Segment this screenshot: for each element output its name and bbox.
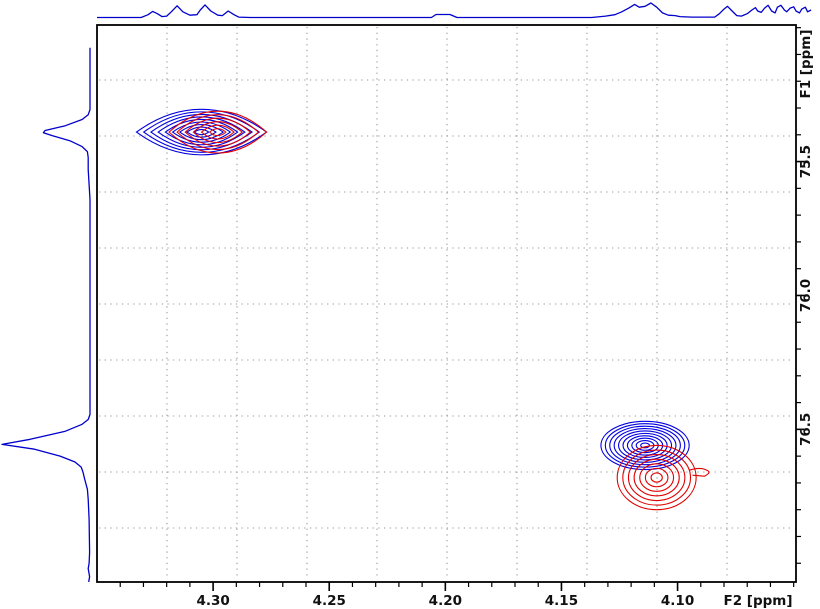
f2-projection-trace: [97, 2, 812, 19]
contour-line: [633, 458, 680, 497]
f1-projection-trace: [1, 47, 91, 583]
f2-tick-label: 4.25: [313, 593, 346, 609]
contour-line: [618, 430, 673, 461]
contour-line: [604, 423, 686, 468]
f2-tick-label: 4.30: [196, 593, 229, 609]
contour-line: [186, 126, 217, 138]
f1-tick-label: 76.0: [798, 279, 814, 312]
contour-line: [192, 121, 243, 144]
contour-line: [609, 425, 681, 466]
contour-line: [176, 114, 260, 151]
contour-line: [616, 444, 697, 511]
contour-line: [644, 467, 669, 488]
f2-tick-label: 4.10: [661, 593, 694, 609]
plot-frame: [96, 24, 797, 583]
contour-line: [193, 129, 210, 136]
f1-tick-label: 75.5: [798, 145, 814, 178]
contour-line: [627, 454, 686, 502]
contour-line: [208, 128, 227, 137]
contour-line: [622, 449, 692, 506]
f1-tick-label: 76.5: [798, 413, 814, 446]
peak-2-blue: [600, 420, 690, 471]
contour-line: [168, 110, 268, 154]
contour-line: [171, 121, 232, 143]
peak-2-red: [616, 444, 710, 511]
f2-tick-label: 4.20: [429, 593, 462, 609]
f2-tick-label: 4.15: [545, 593, 578, 609]
contour-line: [149, 113, 254, 151]
contour-line: [600, 420, 690, 471]
f1-axis-title: F1 [ppm]: [798, 29, 814, 98]
contour-line: [184, 117, 252, 147]
contour-line: [622, 432, 668, 459]
peak-1-red: [168, 110, 268, 154]
contour-line: [142, 111, 261, 153]
contour-line: [639, 463, 675, 492]
contour-line: [200, 124, 235, 140]
contour-spur: [689, 467, 710, 477]
f2-axis-title: F2 [ppm]: [723, 593, 792, 609]
contour-line: [650, 472, 663, 483]
contour-line: [164, 118, 239, 146]
